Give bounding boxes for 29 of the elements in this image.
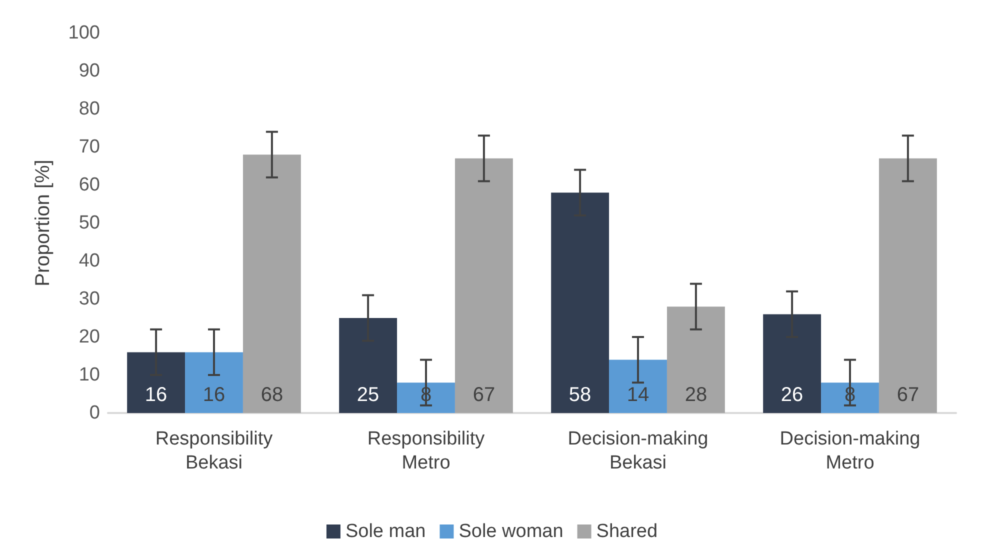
- data-label: 25: [356, 384, 380, 406]
- data-label: 28: [684, 384, 708, 406]
- data-label: 58: [568, 384, 592, 406]
- data-label: 16: [202, 384, 226, 406]
- y-tick-label: 20: [78, 326, 100, 348]
- data-label: 16: [144, 384, 168, 406]
- y-tick-label: 0: [89, 402, 100, 424]
- data-label: 14: [626, 384, 650, 406]
- x-tick-label: Responsibility Bekasi: [155, 428, 274, 474]
- data-label: 68: [260, 384, 284, 406]
- y-tick-label: 80: [78, 98, 100, 120]
- y-tick-label: 60: [78, 174, 100, 196]
- y-tick-label: 70: [78, 136, 100, 158]
- legend-label: Sole woman: [458, 521, 564, 542]
- y-axis-title: Proportion [%]: [32, 160, 54, 286]
- legend-label: Shared: [596, 521, 658, 542]
- y-tick-label: 40: [78, 250, 100, 272]
- y-tick-label: 90: [78, 60, 100, 82]
- x-tick-label: Responsibility Metro: [367, 428, 486, 474]
- data-label: 67: [896, 384, 920, 406]
- y-tick-label: 50: [78, 212, 100, 234]
- y-tick-label: 30: [78, 288, 100, 310]
- x-tick-label: Decision-making Bekasi: [568, 428, 708, 474]
- x-tick-label: Decision-making Metro: [780, 428, 920, 474]
- y-tick-label: 10: [78, 364, 100, 386]
- data-label: 67: [472, 384, 496, 406]
- y-tick-label: 100: [68, 22, 100, 44]
- data-label: 26: [780, 384, 804, 406]
- legend-label: Sole man: [345, 521, 426, 542]
